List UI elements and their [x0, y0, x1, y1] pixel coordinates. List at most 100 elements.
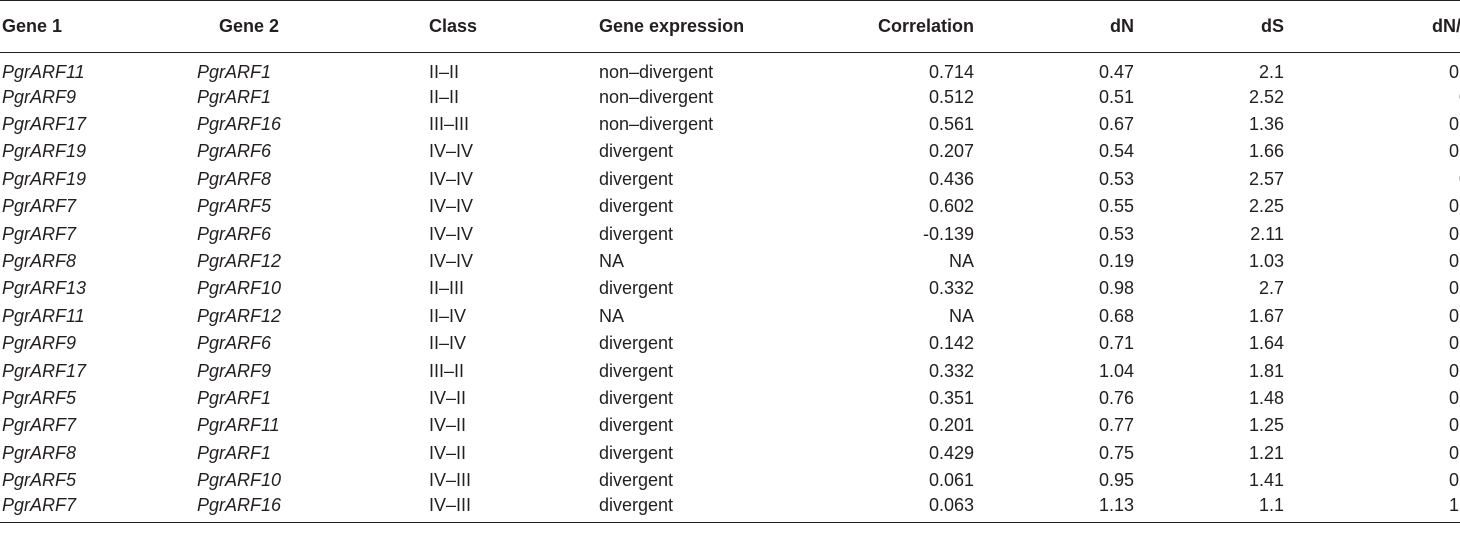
cell-ds: 1.21 [1248, 442, 1284, 463]
cell-dn-ds: 0.22 [1448, 62, 1460, 82]
cell-class: II–II [429, 86, 460, 107]
cell-gene1: PgrARF19 [2, 141, 87, 162]
header-correlation: Correlation [869, 0, 974, 53]
table-body: PgrARF11 PgrARF1 II–II non–divergent 0.714 0.… [0, 53, 1460, 523]
cell-dn: 0.51 [1098, 86, 1134, 107]
cell-dn-ds: 0.25 [1448, 196, 1460, 217]
table-row: PgrARF5 PgrARF10 IV–III divergent 0.061 0.95 1… [0, 466, 1460, 493]
cell-dn-ds: 0.57 [1448, 360, 1460, 381]
cell-dn: 0.67 [1098, 114, 1134, 135]
cell-ds: 1.03 [1248, 251, 1284, 272]
cell-dn: 0.55 [1098, 196, 1134, 217]
cell-class: III–II [429, 360, 465, 381]
cell-gene2: PgrARF9 [197, 360, 272, 381]
cell-ds: 1.41 [1248, 470, 1284, 491]
cell-class: II–II [429, 62, 460, 82]
cell-gene-expression: divergent [599, 360, 674, 381]
cell-gene1: PgrARF5 [2, 387, 77, 408]
cell-gene2: PgrARF11 [197, 415, 280, 436]
cell-dn: 0.77 [1098, 415, 1134, 436]
table-row: PgrARF17 PgrARF16 III–III non–divergent 0.56… [0, 110, 1460, 137]
cell-gene2: PgrARF5 [197, 196, 272, 217]
cell-gene-expression: divergent [599, 278, 674, 299]
table-row: PgrARF7 PgrARF6 IV–IV divergent -0.139 0.53 2.… [0, 220, 1460, 247]
cell-class: II–IV [429, 305, 467, 326]
header-ds: dS [1134, 0, 1284, 53]
cell-dn-ds: 0.49 [1448, 114, 1460, 135]
cell-correlation: 0.142 [928, 333, 974, 354]
cell-gene-expression: divergent [599, 168, 674, 189]
cell-gene1: PgrARF5 [2, 470, 77, 491]
cell-gene1: PgrARF17 [2, 114, 87, 135]
cell-gene-expression: NA [599, 251, 625, 272]
cell-gene-expression: NA [599, 305, 625, 326]
cell-ds: 1.81 [1248, 360, 1284, 381]
cell-gene2: PgrARF16 [197, 493, 429, 523]
table-row: PgrARF7 PgrARF16 IV–III divergent 0.063 1.13 1… [0, 493, 1460, 523]
cell-gene2: PgrARF6 [197, 223, 272, 244]
cell-gene1: PgrARF9 [2, 86, 77, 107]
cell-gene2: PgrARF1 [197, 86, 272, 107]
cell-dn: 0.75 [1098, 442, 1134, 463]
header-dn: dN [974, 0, 1134, 53]
cell-correlation: 0.602 [928, 196, 974, 217]
cell-ds: 2.1 [1258, 62, 1284, 82]
cell-dn-ds: 0.32 [1448, 141, 1460, 162]
cell-ds: 2.7 [1258, 278, 1284, 299]
cell-class: II–III [429, 278, 465, 299]
cell-gene-expression: non–divergent [599, 86, 714, 107]
cell-gene1: PgrARF8 [2, 251, 77, 272]
cell-ds: 2.11 [1250, 223, 1284, 244]
cell-gene-expression: divergent [599, 470, 674, 491]
table-row: PgrARF11 PgrARF1 II–II non–divergent 0.714 0.… [0, 53, 1460, 84]
table-row: PgrARF7 PgrARF5 IV–IV divergent 0.602 0.55 2.2… [0, 193, 1460, 220]
cell-gene2: PgrARF16 [197, 114, 282, 135]
cell-correlation: NA [948, 305, 974, 326]
cell-gene-expression: divergent [599, 196, 674, 217]
cell-correlation: 0.061 [928, 470, 974, 491]
cell-dn-ds: 0.51 [1448, 387, 1460, 408]
table-row: PgrARF5 PgrARF1 IV–II divergent 0.351 0.76 1.4… [0, 384, 1460, 411]
cell-dn-ds: 0.36 [1448, 278, 1460, 299]
header-class: Class [429, 0, 599, 53]
cell-gene-expression: divergent [599, 333, 674, 354]
table-row: PgrARF8 PgrARF12 IV–IV NA NA 0.19 1.03 0.18 [0, 247, 1460, 274]
cell-gene-expression: divergent [599, 442, 674, 463]
cell-gene1: PgrARF7 [2, 415, 77, 436]
header-gene2: Gene 2 [197, 0, 429, 53]
cell-correlation: 0.207 [928, 141, 974, 162]
cell-class: IV–IV [429, 196, 474, 217]
cell-class: IV–IV [429, 251, 474, 272]
cell-gene-expression: non–divergent [599, 62, 714, 82]
cell-ds: 2.25 [1248, 196, 1284, 217]
cell-dn-ds: 0.62 [1448, 442, 1460, 463]
table-row: PgrARF9 PgrARF1 II–II non–divergent 0.512 0.5… [0, 83, 1460, 110]
cell-dn: 0.68 [1098, 305, 1134, 326]
cell-dn-ds: 0.25 [1448, 223, 1460, 244]
cell-gene-expression: divergent [599, 223, 674, 244]
cell-gene-expression: divergent [599, 387, 674, 408]
cell-ds: 2.52 [1248, 86, 1284, 107]
cell-class: IV–III [429, 470, 472, 491]
cell-class: II–IV [429, 333, 467, 354]
cell-ds: 1.36 [1248, 114, 1284, 135]
cell-gene2: PgrARF12 [197, 251, 282, 272]
cell-ds: 1.64 [1248, 333, 1284, 354]
table-row: PgrARF7 PgrARF11 IV–II divergent 0.201 0.77 1.… [0, 412, 1460, 439]
cell-correlation: NA [948, 251, 974, 272]
cell-gene-expression: divergent [599, 415, 674, 436]
cell-gene-expression: divergent [599, 141, 674, 162]
header-row: Gene 1 Gene 2 Class Gene expression Corr… [0, 0, 1460, 53]
cell-dn: 0.76 [1098, 387, 1134, 408]
cell-correlation: 0.332 [928, 278, 974, 299]
cell-ds: 1.67 [1248, 305, 1284, 326]
cell-gene1: PgrARF11 [2, 62, 85, 82]
cell-class: IV–II [429, 387, 467, 408]
cell-ds: 1.66 [1248, 141, 1284, 162]
cell-ds: 1.25 [1248, 415, 1284, 436]
cell-correlation: 0.332 [928, 360, 974, 381]
table-row: PgrARF17 PgrARF9 III–II divergent 0.332 1.04 1… [0, 357, 1460, 384]
cell-class: IV–IV [429, 168, 474, 189]
cell-class: IV–II [429, 442, 467, 463]
cell-dn: 0.54 [1098, 141, 1134, 162]
